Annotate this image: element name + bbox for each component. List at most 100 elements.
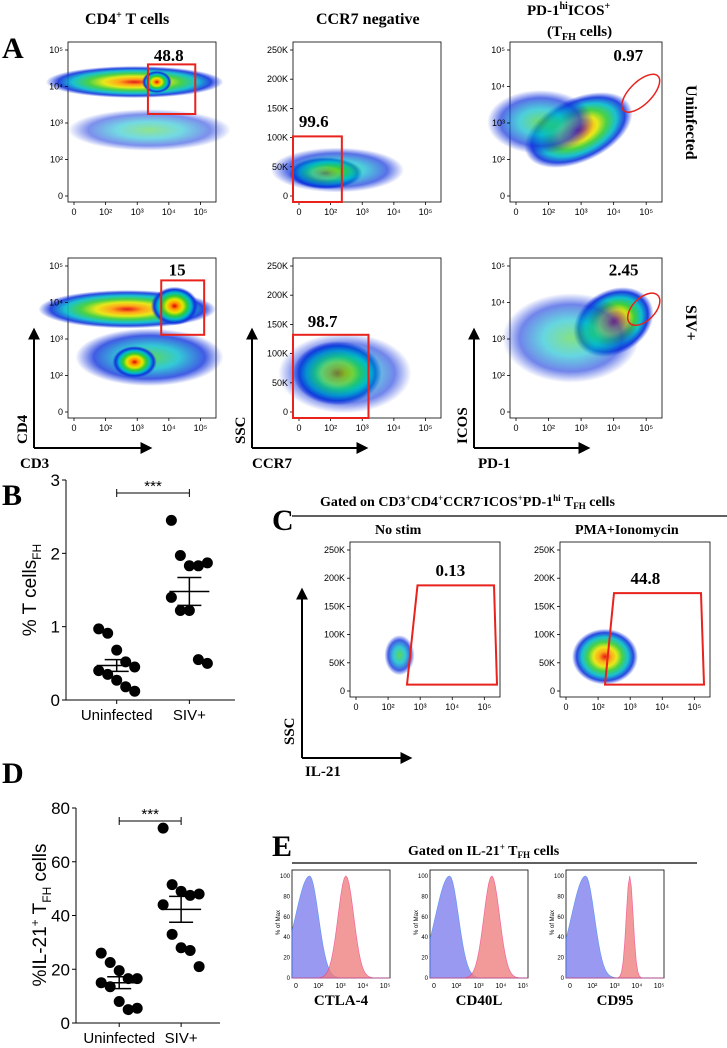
gate[interactable]	[622, 287, 666, 331]
y-tick-label: 250K	[534, 545, 555, 555]
data-point	[183, 605, 195, 617]
x-tick-label: 10²	[99, 207, 112, 217]
y-tick-label: 20	[557, 956, 564, 962]
row-label-uninfected: Uninfected	[682, 85, 699, 160]
row-label-siv: SIV+	[682, 305, 699, 341]
data-point	[201, 557, 213, 569]
x-tick-label: 10³	[356, 207, 369, 217]
axis-label-c-ssc: SSC	[282, 717, 298, 745]
y-tick-label: 0	[283, 191, 288, 201]
x-tick-label: 0	[296, 207, 301, 217]
y-tick-label: 250K	[267, 45, 288, 55]
hist-cd40l: 0 10² 10³ 10⁴ 10⁵ 0 20 40 60 80 100 % of Max CD40L	[414, 869, 529, 1009]
plot-frame	[349, 541, 501, 698]
y-tick-label: 10⁴	[49, 298, 63, 308]
panel-label-b: B	[2, 479, 22, 512]
y-axis-label: % of Max	[550, 910, 556, 935]
density-cloud	[384, 635, 415, 676]
data-point	[184, 889, 196, 901]
x-tick-label: 10⁴	[162, 423, 176, 433]
y-tick-label: 10²	[492, 371, 505, 381]
x-tick-label: 10⁴	[357, 983, 368, 990]
y-tick-label: 60	[421, 915, 428, 921]
axis-label-ccr7: CCR7	[252, 456, 292, 472]
x-tick-label: 10⁵	[194, 207, 208, 217]
stimulated-histogram	[566, 875, 664, 979]
y-tick-label: 3	[51, 471, 60, 490]
y-tick-label: 10²	[50, 371, 63, 381]
y-tick-label: 0	[500, 191, 505, 201]
x-tick-label: 10²	[313, 983, 324, 990]
y-tick-label: 200K	[324, 573, 345, 583]
panel-e-header: Gated on IL-21+ TFH cells	[408, 842, 560, 860]
y-tick-label: 50K	[539, 658, 555, 668]
data-point	[192, 560, 204, 572]
y-axis-label: % T cellsFH	[20, 544, 44, 636]
y-tick-label: 20	[283, 956, 290, 962]
density-cloud	[150, 286, 199, 326]
y-tick-label: 0	[51, 691, 60, 710]
data-point	[165, 514, 177, 526]
stimulated-histogram	[292, 875, 390, 979]
x-tick-label: 10³	[575, 423, 588, 433]
x-tick-label: 10²	[587, 983, 598, 990]
gate[interactable]	[160, 279, 206, 336]
y-tick-label: 100K	[324, 630, 345, 640]
x-tick-label: 10³	[624, 702, 637, 712]
data-point	[174, 550, 186, 562]
x-tick-label: 10⁴	[387, 423, 401, 433]
y-tick-label: 60	[51, 853, 70, 872]
gate-percentage: 0.13	[436, 561, 466, 580]
gate[interactable]	[146, 63, 197, 115]
y-tick-label: 40	[283, 935, 290, 941]
y-tick-label: 0	[283, 407, 288, 417]
marker-label: CTLA-4	[314, 993, 369, 1009]
x-tick-label: 10⁵	[194, 423, 208, 433]
data-point	[104, 981, 116, 993]
y-tick-label: 100K	[267, 349, 288, 359]
title-ccr7-negative: CCR7 negative	[316, 11, 420, 28]
density-cloud	[142, 70, 172, 94]
y-tick-label: 10⁵	[491, 261, 505, 271]
axis-label-cd3: CD3	[20, 456, 49, 472]
x-tick-label: 10²	[542, 207, 555, 217]
x-tick-label: 0	[563, 702, 568, 712]
significance-label: ***	[144, 478, 162, 495]
y-tick-label: 150K	[324, 601, 345, 611]
x-tick-label: 0	[353, 702, 358, 712]
data-point	[93, 665, 105, 677]
y-tick-label: 10³	[492, 334, 505, 344]
data-point	[111, 644, 123, 656]
title-pd1-icos: PD-1hiICOS+	[527, 1, 611, 19]
condition-pma-ionomycin: PMA+Ionomycin	[575, 523, 679, 538]
y-tick-label: 10⁴	[491, 298, 505, 308]
gate[interactable]	[292, 135, 343, 203]
gate[interactable]	[616, 68, 666, 118]
gate[interactable]	[603, 592, 706, 686]
significance-label: ***	[141, 806, 159, 823]
y-tick-label: 100	[418, 874, 429, 880]
gate-percentage: 0.97	[613, 46, 643, 65]
data-point	[192, 654, 204, 666]
y-tick-label: 40	[557, 935, 564, 941]
y-tick-label: 0	[340, 686, 345, 696]
x-tick-label: 10⁵	[639, 423, 653, 433]
gate[interactable]	[405, 584, 499, 686]
data-point	[131, 1002, 143, 1014]
x-tick-label: 10⁵	[639, 207, 653, 217]
x-tick-label: 10⁴	[162, 207, 176, 217]
gate-percentage: 15	[169, 261, 186, 280]
x-tick-label: 10⁴	[607, 423, 621, 433]
x-tick-label: 10³	[131, 207, 144, 217]
y-tick-label: 20	[51, 960, 70, 979]
data-point	[95, 947, 107, 959]
x-tick-label: 10²	[451, 983, 462, 990]
data-point	[175, 942, 187, 954]
gate[interactable]	[292, 333, 370, 419]
data-point	[120, 681, 132, 693]
axis-label-il21: IL-21	[305, 764, 341, 780]
data-point	[111, 674, 123, 686]
x-tick-label: SIV+	[165, 1030, 198, 1047]
x-tick-label: Uninfected	[83, 1030, 155, 1047]
y-axis-label: %IL-21+ TFH cells	[28, 843, 54, 986]
